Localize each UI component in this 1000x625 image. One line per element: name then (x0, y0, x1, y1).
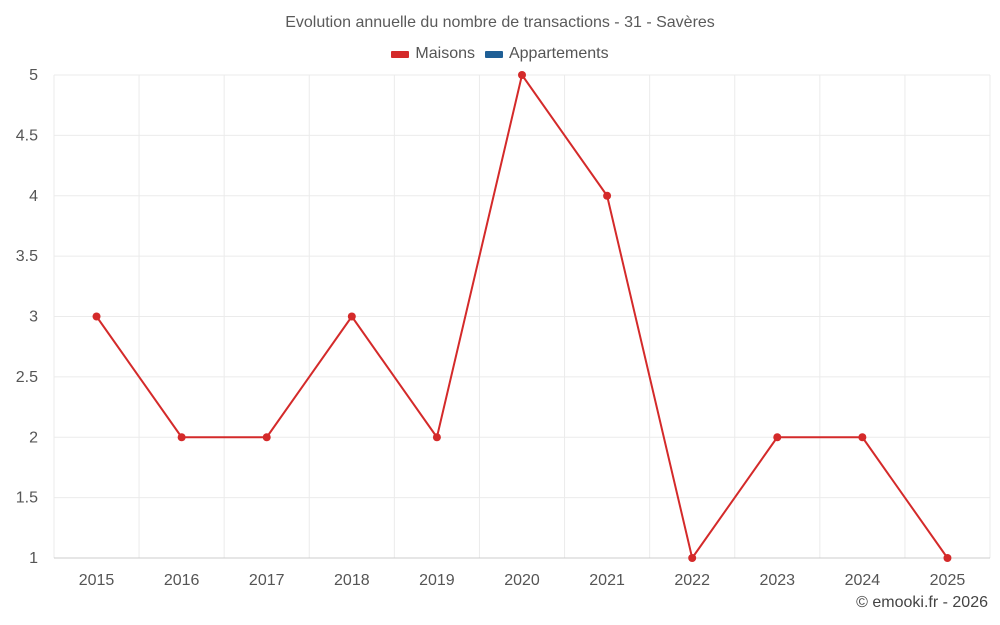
x-tick-label: 2019 (419, 572, 455, 589)
y-tick-label: 4.5 (16, 127, 38, 144)
x-tick-label: 2023 (759, 572, 795, 589)
y-tick-label: 5 (29, 67, 38, 84)
chart-title: Evolution annuelle du nombre de transact… (285, 14, 715, 31)
y-tick-label: 4 (29, 188, 38, 205)
x-tick-label: 2021 (589, 572, 625, 589)
data-point (262, 433, 271, 442)
data-point (432, 433, 441, 442)
x-tick-label: 2016 (164, 572, 200, 589)
x-tick-label: 2015 (79, 572, 115, 589)
legend: Maisons Appartements (0, 45, 1000, 63)
legend-swatch-maisons (391, 50, 410, 58)
data-point (177, 433, 186, 442)
data-point (518, 71, 526, 79)
x-tick-label: 2018 (334, 572, 370, 589)
credit-text: © emooki.fr - 2026 (856, 594, 988, 611)
data-point (92, 312, 101, 321)
y-tick-label: 3 (29, 309, 38, 326)
x-tick-label: 2022 (674, 572, 710, 589)
legend-item-appartements[interactable]: Appartements (484, 45, 609, 63)
data-point (943, 554, 952, 562)
data-point (603, 191, 612, 200)
legend-label-appartements: Appartements (508, 45, 609, 62)
legend-label-maisons: Maisons (415, 45, 475, 62)
x-tick-label: 2017 (249, 572, 285, 589)
data-point (688, 554, 697, 562)
legend-swatch-appartements (484, 50, 503, 58)
data-point (347, 312, 356, 321)
y-tick-label: 2.5 (16, 369, 38, 386)
y-tick-label: 1 (29, 550, 38, 567)
y-tick-label: 3.5 (16, 248, 38, 265)
data-point (773, 433, 782, 442)
x-tick-label: 2025 (930, 572, 966, 589)
y-tick-label: 1.5 (16, 490, 38, 507)
legend-item-maisons[interactable]: Maisons (391, 45, 475, 63)
data-point (858, 433, 867, 442)
x-tick-label: 2024 (845, 572, 881, 589)
y-tick-label: 2 (29, 429, 38, 446)
x-tick-label: 2020 (504, 572, 540, 589)
